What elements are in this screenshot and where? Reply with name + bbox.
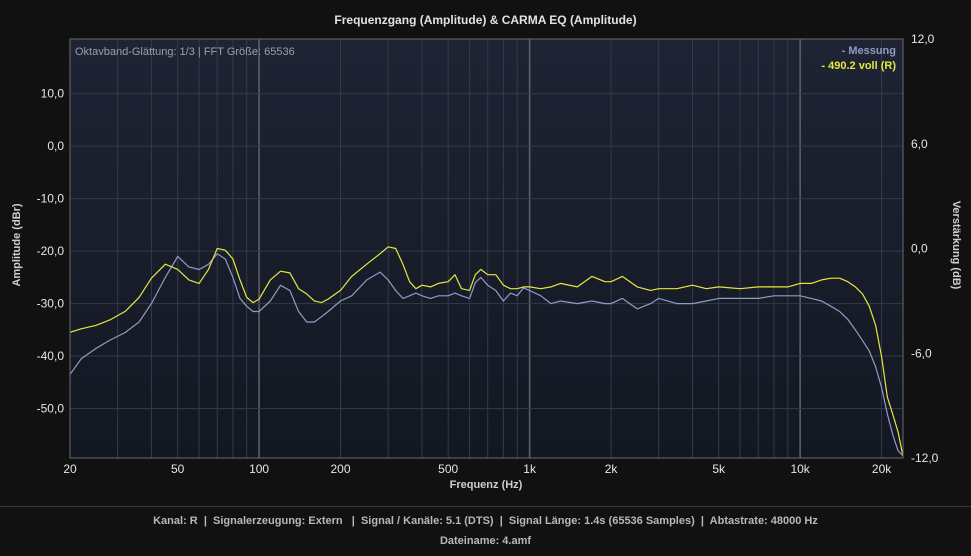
y-tick-label-right: 12,0 bbox=[911, 32, 935, 46]
x-tick-label: 50 bbox=[171, 462, 185, 476]
legend-measurement: - Messung bbox=[842, 45, 896, 57]
plot-area bbox=[70, 39, 903, 458]
y-axis-label-left: Amplitude (dBr) bbox=[11, 203, 23, 286]
y-tick-label-left: -10,0 bbox=[37, 192, 65, 206]
y-tick-label-right: 0,0 bbox=[911, 242, 928, 256]
series-line-eq-490 bbox=[70, 246, 903, 457]
grid bbox=[69, 39, 903, 458]
y-tick-label-left: -20,0 bbox=[37, 244, 65, 258]
footer-filename: Dateiname: 4.amf bbox=[439, 535, 532, 547]
footer-info: Kanal: R | Signalerzeugung: Extern | Sig… bbox=[153, 515, 818, 527]
series-layer bbox=[70, 246, 903, 457]
plot-frame bbox=[69, 38, 904, 459]
x-tick-label: 20k bbox=[872, 462, 892, 476]
x-tick-label: 100 bbox=[249, 462, 269, 476]
annotation-text: Oktavband-Glättung: 1/3 | FFT Größe: 655… bbox=[75, 46, 295, 58]
x-tick-label: 500 bbox=[438, 462, 458, 476]
x-tick-label: 200 bbox=[331, 462, 351, 476]
footer-divider bbox=[0, 506, 971, 507]
series-line-messung bbox=[70, 253, 903, 457]
frequency-response-chart: 20 50 100 200 500 1k 2k 5k 10k 20k 10,0 0,0 -10,0 -20… bbox=[11, 32, 962, 491]
y-tick-label-left: 0,0 bbox=[47, 139, 64, 153]
y-tick-label-right: 6,0 bbox=[911, 137, 928, 151]
legend-eq-490: - 490.2 voll (R) bbox=[821, 60, 896, 72]
y-tick-label-left: -50,0 bbox=[37, 402, 65, 416]
y-tick-label-right: -6,0 bbox=[911, 346, 932, 360]
x-axis-label: Frequenz (Hz) bbox=[450, 479, 523, 491]
x-tick-label: 2k bbox=[605, 462, 619, 476]
y-tick-label-left: -30,0 bbox=[37, 297, 65, 311]
x-tick-label: 1k bbox=[523, 462, 537, 476]
chart-title: Frequenzgang (Amplitude) & CARMA EQ (Amp… bbox=[334, 13, 637, 27]
x-tick-label: 20 bbox=[63, 462, 77, 476]
y-axis-label-right: Verstärkung (dB) bbox=[950, 201, 962, 290]
x-tick-label: 5k bbox=[712, 462, 726, 476]
x-tick-label: 10k bbox=[790, 462, 810, 476]
y-tick-label-right: -12,0 bbox=[911, 451, 939, 465]
tick-labels: 20 50 100 200 500 1k 2k 5k 10k 20k 10,0 0,0 -10,0 -20… bbox=[37, 32, 939, 476]
y-tick-label-left: -40,0 bbox=[37, 349, 65, 363]
y-tick-label-left: 10,0 bbox=[41, 87, 65, 101]
